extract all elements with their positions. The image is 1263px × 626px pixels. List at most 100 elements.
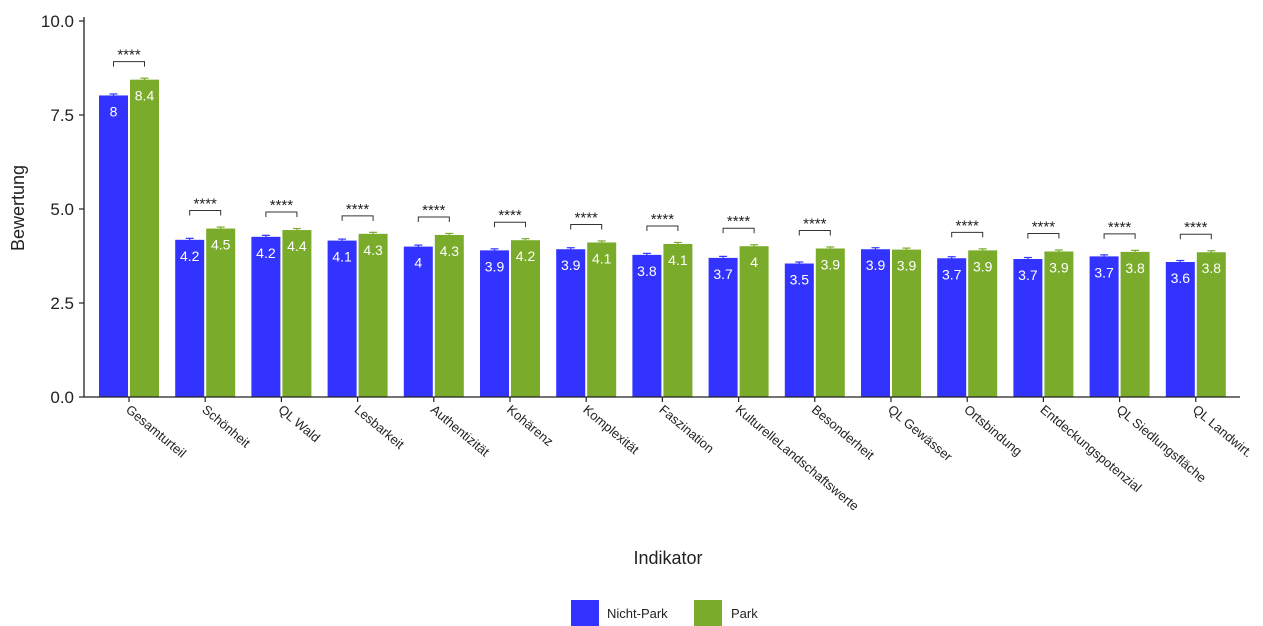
bar — [511, 240, 540, 397]
significance-label: **** — [803, 215, 827, 232]
bar-value-label: 3.7 — [1018, 267, 1038, 283]
bar — [1013, 259, 1043, 397]
significance-bracket — [646, 225, 679, 231]
bar — [327, 240, 357, 397]
x-tick-label: Komplexität — [580, 402, 642, 457]
x-tick-label: QL Gewässer — [885, 402, 956, 465]
significance-bracket — [189, 210, 222, 216]
bar-value-label: 3.9 — [1049, 259, 1069, 275]
legend-swatch — [694, 600, 722, 626]
bar — [815, 248, 845, 397]
significance-label: **** — [498, 207, 522, 224]
bar-value-label: 4.4 — [287, 238, 307, 254]
significance-bracket — [1027, 232, 1060, 239]
bar — [968, 250, 998, 397]
significance-bracket — [1179, 233, 1212, 240]
x-tick-label: Besonderheit — [809, 402, 878, 463]
bar — [130, 79, 159, 397]
bar — [1089, 256, 1119, 397]
bar-value-label: 3.7 — [1094, 264, 1114, 280]
bar — [632, 254, 662, 397]
significance-label: **** — [1032, 218, 1056, 235]
bar-value-label: 3.5 — [790, 272, 810, 288]
x-tick-label: Gesamturteil — [123, 402, 189, 461]
significance-label: **** — [575, 209, 599, 226]
y-axis-title: Bewertung — [8, 165, 28, 251]
x-tick-label: QL Wald — [275, 402, 323, 445]
bar — [587, 242, 617, 397]
bar-value-label: 3.7 — [713, 266, 733, 282]
bar — [1196, 252, 1226, 397]
bar-value-label: 3.9 — [561, 257, 581, 273]
significance-bracket — [570, 223, 603, 230]
significance-label: **** — [956, 217, 980, 234]
x-tick-label: QL Landwirt. — [1190, 402, 1256, 461]
bar-value-label: 4.5 — [211, 237, 231, 253]
x-axis: Gesamturteil Schönheit QL Wald Lesbarkeit Au… — [84, 396, 1256, 514]
legend: Nicht-Park Park — [571, 600, 758, 626]
bar-value-label: 3.9 — [897, 258, 917, 274]
y-tick-label: 10.0 — [41, 12, 74, 31]
significance-label: **** — [727, 213, 751, 230]
significance-bracket — [951, 231, 984, 238]
significance-bracket — [265, 211, 298, 218]
x-tick-label: KulturelleLandschaftswerte — [733, 402, 862, 514]
bar-value-label: 4.1 — [592, 250, 612, 266]
bar-value-label: 4.3 — [363, 242, 383, 258]
y-tick-label: 2.5 — [50, 294, 74, 313]
x-tick-label: Ortsbindung — [961, 402, 1025, 459]
bar-value-label: 3.9 — [973, 258, 993, 274]
y-tick-label: 7.5 — [50, 106, 74, 125]
bar-value-label: 3.9 — [866, 257, 886, 273]
significance-label: **** — [270, 197, 294, 214]
bar — [175, 239, 205, 397]
bar — [282, 230, 312, 397]
bar-value-label: 3.6 — [1171, 270, 1191, 286]
x-tick-label: Authentizität — [428, 402, 493, 460]
significance-label: **** — [194, 196, 218, 213]
bar — [251, 236, 281, 397]
significance-bracket — [113, 61, 145, 67]
bar — [556, 249, 586, 397]
bar — [861, 249, 890, 397]
bar — [784, 263, 814, 397]
bar-value-label: 4 — [750, 254, 758, 270]
x-tick-label: Faszination — [656, 402, 717, 456]
x-axis-title: Indikator — [633, 548, 702, 568]
bar — [206, 228, 236, 397]
x-tick-label: Schönheit — [199, 402, 253, 451]
y-axis: 0.0 2.5 5.0 7.5 10.0 — [41, 12, 85, 407]
significance-label: **** — [1108, 219, 1132, 236]
bar — [937, 258, 967, 397]
bar — [892, 249, 921, 397]
bar — [663, 243, 693, 397]
bar — [739, 246, 769, 397]
bar — [708, 257, 738, 397]
bar-value-label: 4.2 — [516, 248, 536, 264]
bar-value-label: 4 — [414, 255, 422, 271]
legend-label: Park — [731, 606, 758, 621]
significance-label: **** — [422, 202, 446, 219]
significance-bracket — [798, 229, 831, 236]
bar-value-label: 3.9 — [821, 256, 841, 272]
bar — [1165, 262, 1195, 397]
bar-value-label: 3.8 — [1202, 260, 1222, 276]
legend-label: Nicht-Park — [607, 606, 668, 621]
bar-value-label: 3.7 — [942, 266, 962, 282]
bar — [434, 234, 464, 397]
y-tick-label: 5.0 — [50, 200, 74, 219]
significance-label: **** — [117, 47, 141, 64]
significance-bracket — [494, 221, 526, 228]
significance-label: **** — [346, 201, 370, 218]
bar — [358, 233, 388, 397]
bar-value-label: 4.2 — [180, 248, 200, 264]
bar-value-label: 3.8 — [637, 263, 657, 279]
bars: 8 8.4 **** 4.2 4.5 **** 4.2 4.4 **** 4.1 4.3 **** 4 4… — [99, 47, 1226, 397]
bar-value-label: 8 — [110, 103, 118, 119]
bar — [480, 250, 509, 397]
bar-value-label: 4.1 — [332, 249, 352, 265]
bar — [1044, 251, 1074, 397]
significance-label: **** — [1184, 219, 1208, 236]
bar — [403, 246, 433, 397]
